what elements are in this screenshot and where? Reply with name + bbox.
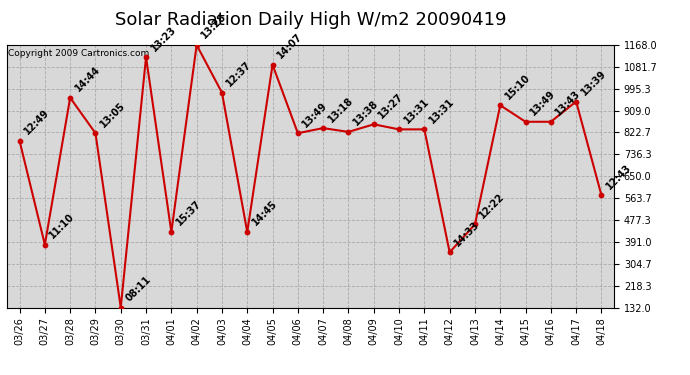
Text: 13:43: 13:43 — [553, 88, 582, 118]
Point — [444, 249, 455, 255]
Point — [293, 130, 304, 136]
Text: 12:37: 12:37 — [225, 60, 254, 88]
Text: Copyright 2009 Cartronics.com: Copyright 2009 Cartronics.com — [8, 49, 149, 58]
Point — [520, 119, 531, 125]
Point — [217, 90, 228, 96]
Point — [545, 119, 556, 125]
Text: 14:33: 14:33 — [453, 219, 482, 248]
Text: 13:31: 13:31 — [427, 96, 456, 125]
Point — [419, 126, 430, 132]
Text: 13:31: 13:31 — [402, 96, 431, 125]
Text: 11:10: 11:10 — [48, 211, 77, 240]
Text: 15:10: 15:10 — [503, 72, 532, 101]
Point — [469, 221, 480, 227]
Point — [39, 242, 50, 248]
Text: Solar Radiation Daily High W/m2 20090419: Solar Radiation Daily High W/m2 20090419 — [115, 11, 506, 29]
Point — [317, 125, 328, 131]
Text: 08:11: 08:11 — [124, 274, 152, 303]
Text: 12:43: 12:43 — [604, 162, 633, 191]
Point — [90, 130, 101, 136]
Text: 13:39: 13:39 — [579, 68, 608, 98]
Point — [65, 95, 76, 101]
Text: 14:45: 14:45 — [250, 199, 279, 228]
Point — [166, 229, 177, 235]
Text: 13:23: 13:23 — [149, 24, 178, 53]
Point — [368, 121, 380, 127]
Text: 14:44: 14:44 — [73, 64, 102, 93]
Text: 14:07: 14:07 — [275, 32, 304, 61]
Text: 12:22: 12:22 — [477, 191, 506, 220]
Text: 15:37: 15:37 — [174, 199, 203, 228]
Point — [115, 304, 126, 310]
Text: 12:49: 12:49 — [22, 108, 51, 136]
Point — [141, 54, 152, 60]
Point — [495, 102, 506, 108]
Text: 13:49: 13:49 — [529, 88, 558, 118]
Point — [596, 192, 607, 198]
Text: 13:27: 13:27 — [377, 91, 406, 120]
Point — [191, 42, 202, 48]
Text: 13:05: 13:05 — [98, 100, 127, 129]
Point — [571, 99, 582, 105]
Text: 13:38: 13:38 — [351, 99, 380, 128]
Text: 13:18: 13:18 — [326, 95, 355, 124]
Point — [267, 62, 278, 68]
Text: 13:28: 13:28 — [199, 12, 228, 41]
Point — [343, 129, 354, 135]
Point — [241, 229, 253, 235]
Point — [14, 138, 25, 144]
Point — [393, 126, 404, 132]
Text: 13:49: 13:49 — [301, 100, 330, 129]
